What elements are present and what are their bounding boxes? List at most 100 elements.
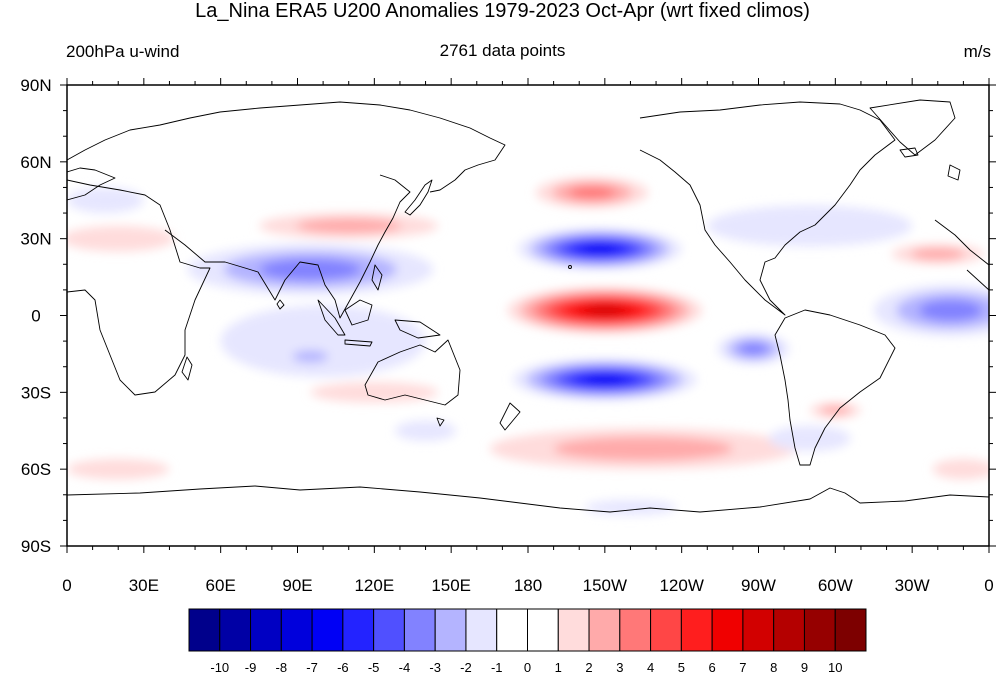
coast-greenland <box>869 99 956 156</box>
lon-tick-label: 60E <box>206 576 236 595</box>
coast-eurasia-north <box>67 101 506 193</box>
lon-tick-label: 150E <box>431 576 471 595</box>
coast-w-africa <box>934 219 989 266</box>
lon-tick-label: 120W <box>659 576 703 595</box>
data-count-label: 2761 data points <box>439 41 566 60</box>
colorbar-swatch-4 <box>311 608 344 652</box>
colorbar-label: -8 <box>276 660 288 675</box>
anomaly-region-9-level-3 <box>918 299 983 321</box>
colorbar-label: 1 <box>555 660 562 675</box>
lon-tick-label: 120E <box>354 576 394 595</box>
coast-madagascar <box>181 356 193 381</box>
plot-title: La_Nina ERA5 U200 Anomalies 1979-2023 Oc… <box>195 0 810 22</box>
colorbar-label: 10 <box>828 660 842 675</box>
colorbar-label: -4 <box>399 660 411 675</box>
colorbar-swatch-21 <box>834 608 867 652</box>
anomaly-region-18-level-1 <box>584 499 677 516</box>
colorbar-label: -5 <box>368 660 380 675</box>
coast-tasmania <box>436 417 445 427</box>
coast-japan <box>404 179 433 216</box>
anomaly-region-16-level-1 <box>310 382 439 403</box>
units-label: m/s <box>963 42 991 61</box>
coast-north-america <box>639 101 896 316</box>
lat-tick-label: 60N <box>20 153 51 172</box>
coast-newguinea <box>394 319 441 339</box>
coast-w-africa2 <box>966 269 989 291</box>
colorbar-label: -1 <box>491 660 503 675</box>
colorbar-label: 8 <box>770 660 777 675</box>
colorbar-swatch-17 <box>711 608 744 652</box>
colorbar-label: 0 <box>524 660 531 675</box>
anomaly-region-20-level-1 <box>768 425 851 452</box>
colorbar-swatch-15 <box>650 608 682 652</box>
coastlines <box>67 99 989 513</box>
lon-tick-label: 0 <box>984 576 993 595</box>
colorbar-label: 2 <box>585 660 592 675</box>
colorbar-swatch-12 <box>557 608 590 652</box>
lat-tick-label: 60S <box>21 460 51 479</box>
variable-label: 200hPa u-wind <box>66 42 180 61</box>
anomaly-region-19-level-2 <box>820 405 851 415</box>
coast-srilanka <box>276 299 285 310</box>
lon-tick-label: 0 <box>62 576 71 595</box>
anomaly-region-1-level-6 <box>581 244 618 254</box>
anomaly-region-4-level-2 <box>553 436 733 461</box>
colorbar-label: -9 <box>245 660 257 675</box>
anomaly-region-11-level-2 <box>910 248 965 261</box>
colorbar: -10 -9 -8 -7 -6 -5 -4 -3 -2 -1 0 1 2 3 4 5 6 7 8 9 10 <box>188 608 867 675</box>
anomaly-region-2-level-6 <box>584 375 626 385</box>
colorbar-swatch-13 <box>588 608 621 652</box>
anomaly-region-0-level-7 <box>586 306 624 315</box>
colorbar-label: -7 <box>306 660 318 675</box>
lon-tick-label: 30E <box>129 576 159 595</box>
coast-europe <box>67 167 116 201</box>
coast-antarctica <box>67 485 989 513</box>
colorbar-swatch-5 <box>342 608 375 652</box>
colorbar-label: 3 <box>616 660 623 675</box>
coast-south-america <box>774 309 896 466</box>
lat-tick-label: 30N <box>20 230 51 249</box>
colorbar-label: 5 <box>678 660 685 675</box>
anomaly-region-17-level-1 <box>394 420 457 441</box>
colorbar-label: 9 <box>801 660 808 675</box>
coast-south-asia <box>164 174 411 319</box>
lat-tick-label: 30S <box>21 383 51 402</box>
coast-australia <box>364 339 461 406</box>
lon-tick-label: 90E <box>282 576 312 595</box>
lon-tick-label: 150W <box>583 576 627 595</box>
coast-iceland <box>899 147 919 158</box>
coast-newzealand <box>499 402 521 431</box>
colorbar-swatch-19 <box>773 608 805 652</box>
anomaly-field <box>67 85 989 546</box>
colorbar-swatch-9 <box>465 608 498 652</box>
anomaly-region-13-level-1 <box>707 205 913 247</box>
colorbar-swatch-1 <box>219 608 252 652</box>
colorbar-label: -10 <box>210 660 229 675</box>
lat-tick-label: 90S <box>21 537 51 556</box>
colorbar-swatch-16 <box>680 608 713 652</box>
colorbar-swatch-3 <box>280 608 313 652</box>
lon-tick-label: 90W <box>741 576 776 595</box>
colorbar-label: -6 <box>337 660 349 675</box>
colorbar-swatch-18 <box>742 608 775 652</box>
colorbar-label: 7 <box>739 660 746 675</box>
coast-sumatra <box>317 299 346 336</box>
coast-hawaii <box>568 265 572 269</box>
anomaly-region-7-level-1 <box>220 305 426 377</box>
anomaly-region-12-level-1 <box>67 225 175 252</box>
colorbar-swatch-10 <box>496 608 528 652</box>
colorbar-label: -3 <box>429 660 441 675</box>
anomaly-region-5-level-2 <box>296 218 402 234</box>
lon-tick-label: 60W <box>818 576 853 595</box>
colorbar-label: 4 <box>647 660 654 675</box>
coast-philippines <box>371 264 383 291</box>
colorbar-swatch-20 <box>803 608 836 652</box>
colorbar-swatch-0 <box>188 608 221 652</box>
anomaly-region-14-level-1 <box>67 458 170 480</box>
anomaly-region-10-level-3 <box>738 342 769 356</box>
anomaly-region-15-level-1 <box>932 458 989 480</box>
lon-tick-label: 180 <box>514 576 542 595</box>
anomaly-region-8-level-2 <box>292 350 329 363</box>
lat-tick-label: 0 <box>31 307 40 326</box>
colorbar-label: 6 <box>709 660 716 675</box>
